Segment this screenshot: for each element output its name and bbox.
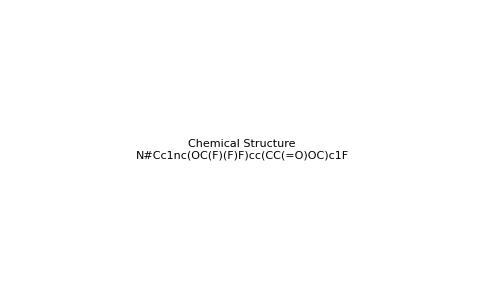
Text: Chemical Structure
N#Cc1nc(OC(F)(F)F)cc(CC(=O)OC)c1F: Chemical Structure N#Cc1nc(OC(F)(F)F)cc(… — [136, 139, 348, 161]
